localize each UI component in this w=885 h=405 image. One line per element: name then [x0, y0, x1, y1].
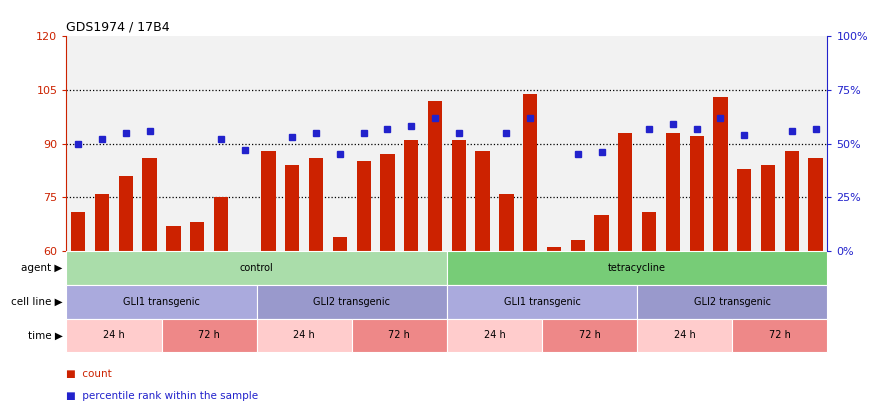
Bar	[357, 162, 371, 251]
Bar	[257, 318, 351, 352]
Bar	[95, 194, 109, 251]
Bar	[447, 251, 827, 285]
Bar	[352, 318, 447, 352]
Text: time ▶: time ▶	[27, 330, 63, 341]
Bar	[542, 318, 637, 352]
Bar	[733, 318, 827, 352]
Bar	[404, 140, 419, 251]
Bar	[637, 285, 827, 318]
Bar	[190, 222, 204, 251]
Bar	[66, 285, 257, 318]
Text: GLI2 transgenic: GLI2 transgenic	[313, 296, 390, 307]
Text: tetracycline: tetracycline	[608, 263, 666, 273]
Bar	[428, 101, 442, 251]
Bar	[809, 158, 823, 251]
Bar	[447, 318, 543, 352]
Bar	[66, 318, 161, 352]
Bar	[523, 94, 537, 251]
Bar	[161, 318, 257, 352]
Text: 72 h: 72 h	[198, 330, 220, 341]
Bar	[547, 247, 561, 251]
Text: GLI1 transgenic: GLI1 transgenic	[504, 296, 581, 307]
Bar	[214, 197, 228, 251]
Text: GLI2 transgenic: GLI2 transgenic	[694, 296, 771, 307]
Bar	[451, 140, 466, 251]
Text: 72 h: 72 h	[389, 330, 411, 341]
Bar	[689, 136, 704, 251]
Bar	[666, 133, 680, 251]
Bar	[71, 211, 85, 251]
Bar	[785, 151, 799, 251]
Text: cell line ▶: cell line ▶	[11, 296, 63, 307]
Text: control: control	[240, 263, 273, 273]
Text: ■  count: ■ count	[66, 369, 112, 379]
Text: 72 h: 72 h	[769, 330, 791, 341]
Bar	[713, 97, 727, 251]
Bar	[66, 251, 447, 285]
Bar	[595, 215, 609, 251]
Bar	[257, 285, 447, 318]
Bar	[761, 165, 775, 251]
Bar	[737, 168, 751, 251]
Bar	[447, 285, 637, 318]
Text: agent ▶: agent ▶	[21, 263, 63, 273]
Text: GDS1974 / 17B4: GDS1974 / 17B4	[66, 21, 170, 34]
Bar	[499, 194, 513, 251]
Text: 24 h: 24 h	[103, 330, 125, 341]
Text: 72 h: 72 h	[579, 330, 601, 341]
Text: 24 h: 24 h	[673, 330, 696, 341]
Bar	[166, 226, 181, 251]
Bar	[309, 158, 323, 251]
Bar	[642, 211, 656, 251]
Bar	[142, 158, 157, 251]
Bar	[285, 165, 299, 251]
Bar	[119, 176, 133, 251]
Text: 24 h: 24 h	[293, 330, 315, 341]
Bar	[571, 240, 585, 251]
Bar	[618, 133, 633, 251]
Bar	[261, 151, 276, 251]
Bar	[333, 237, 347, 251]
Text: ■  percentile rank within the sample: ■ percentile rank within the sample	[66, 391, 258, 401]
Text: 24 h: 24 h	[483, 330, 505, 341]
Bar	[381, 154, 395, 251]
Text: GLI1 transgenic: GLI1 transgenic	[123, 296, 200, 307]
Bar	[637, 318, 733, 352]
Bar	[475, 151, 489, 251]
